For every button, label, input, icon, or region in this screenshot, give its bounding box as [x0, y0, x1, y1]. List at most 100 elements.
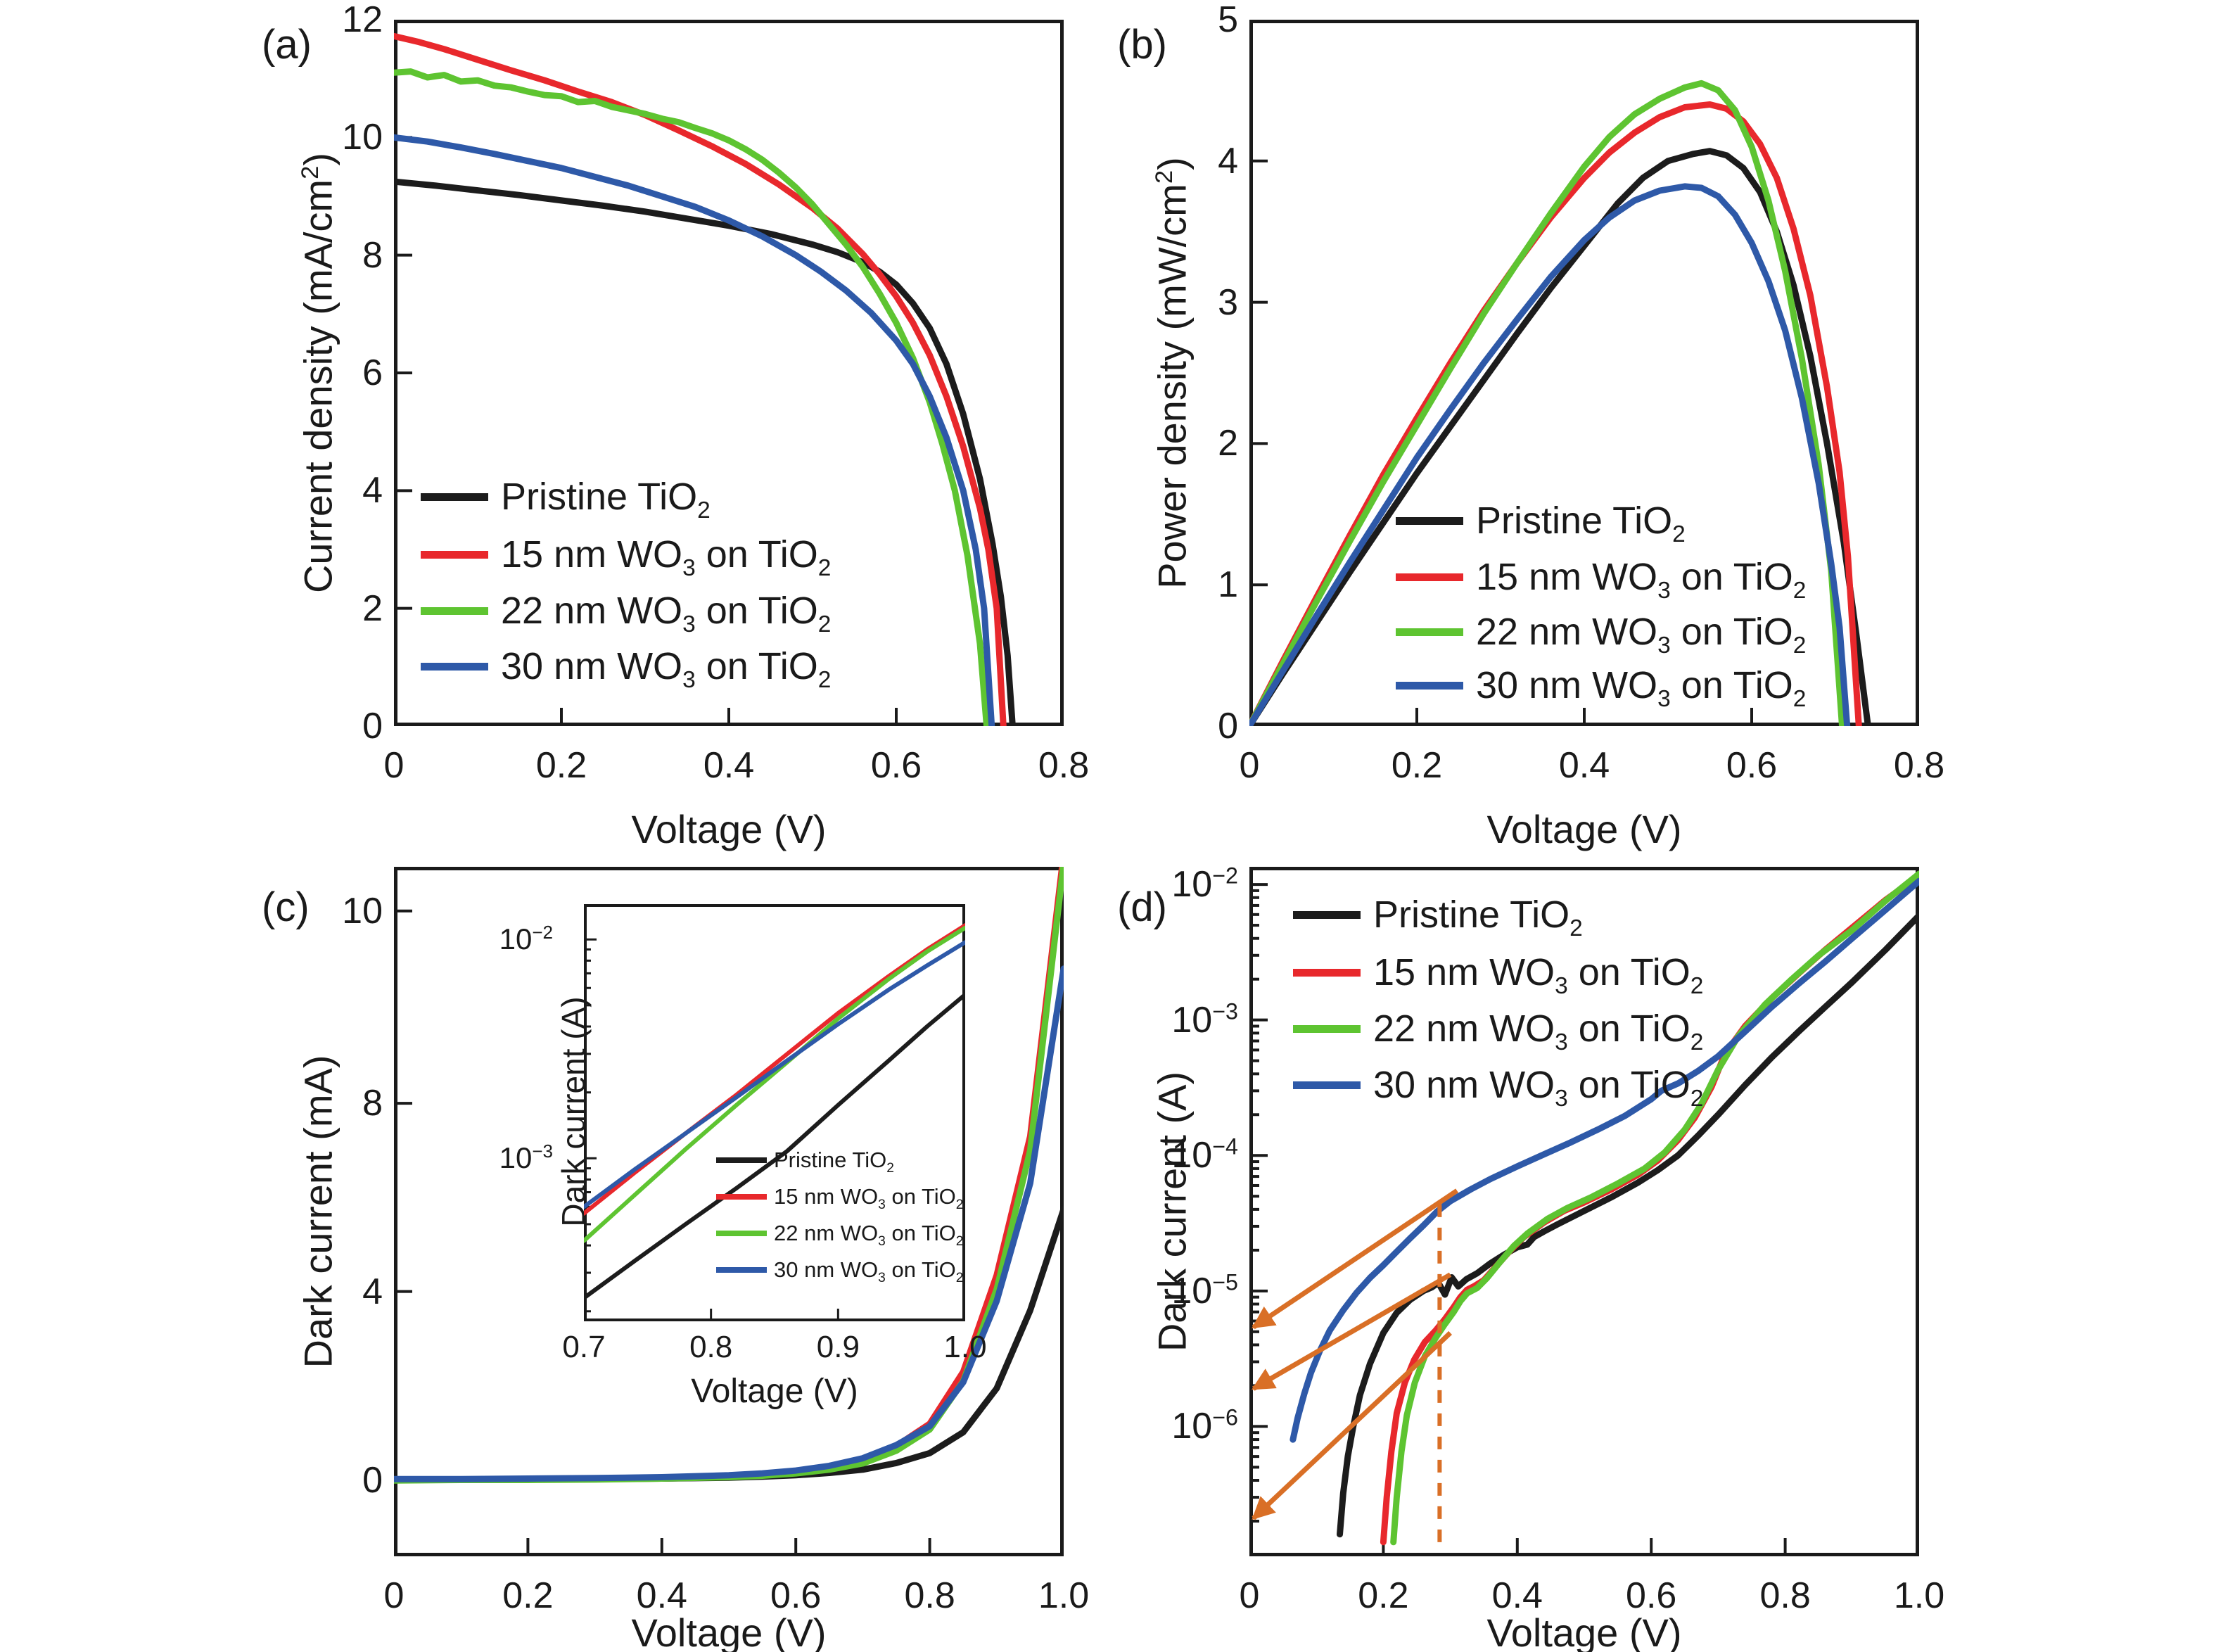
tangent-arrow — [1251, 1272, 1452, 1391]
tick-label-x: 0.2 — [502, 1575, 554, 1616]
legend-swatch-green — [1396, 628, 1463, 636]
legend-label: Pristine TiO2 — [1476, 500, 1686, 547]
legend-swatch-black — [421, 493, 488, 501]
tick-label-y: 2 — [362, 587, 383, 629]
tick-label-y: 8 — [362, 234, 383, 276]
legend-label: 30 nm WO3 on TiO2 — [774, 1257, 964, 1286]
legend-swatch-green — [716, 1231, 767, 1236]
curve-black — [394, 178, 1016, 726]
tick-label-x: 0.4 — [703, 745, 755, 786]
legend-swatch-blue — [421, 662, 488, 671]
tick-label-x: 0.4 — [636, 1575, 687, 1616]
panel-b-label: (b) — [1117, 22, 1167, 68]
legend-label: 15 nm WO3 on TiO2 — [1373, 951, 1704, 999]
tick-label-x: 0.2 — [535, 745, 587, 786]
panel-b-y-axis-title: Power density (mW/cm2) — [1150, 157, 1195, 589]
tick-label-x: 0 — [1239, 745, 1260, 786]
curve-blue — [394, 134, 995, 726]
tangent-arrow — [1252, 1188, 1459, 1330]
tick-label-y: 4 — [362, 1271, 383, 1312]
panel-d-label: (d) — [1117, 884, 1167, 930]
panel-c-label: (c) — [262, 884, 310, 930]
tick-label-x: 0.4 — [1558, 745, 1610, 786]
tick-label-x: 1.0 — [1893, 1575, 1945, 1616]
tick-label-x: 0 — [383, 745, 405, 786]
panel-c-inset-x-axis-title: Voltage (V) — [691, 1373, 858, 1410]
legend-label: Pristine TiO2 — [1373, 894, 1583, 941]
panel-b-x-axis-title: Voltage (V) — [1486, 807, 1682, 851]
panel-b-plot — [1249, 20, 1919, 726]
legend-label: 22 nm WO3 on TiO2 — [1373, 1008, 1704, 1055]
plot-frame — [584, 904, 965, 1321]
legend-swatch-blue — [1293, 1081, 1361, 1089]
tick-label-y: 1 — [1218, 564, 1238, 606]
tick-label-y: 0 — [362, 706, 383, 746]
tick-label-x: 1.0 — [943, 1330, 987, 1364]
panel-a-x-axis-title: Voltage (V) — [631, 807, 827, 851]
curve-black — [584, 992, 965, 1300]
panel-a-plot — [394, 20, 1064, 726]
panel-a-label: (a) — [262, 22, 312, 68]
tick-label-x: 0.7 — [562, 1330, 606, 1364]
legend-label: 15 nm WO3 on TiO2 — [501, 533, 832, 581]
tick-label-y: 10 — [342, 117, 383, 158]
curve-green — [394, 68, 990, 726]
tick-label-x: 0.2 — [1358, 1575, 1409, 1616]
legend-swatch-green — [1293, 1024, 1361, 1033]
tick-label-y: 4 — [1218, 140, 1238, 182]
tick-label-y: 2 — [1218, 423, 1238, 464]
tick-label-y: 4 — [362, 470, 383, 512]
legend-swatch-green — [421, 606, 488, 615]
tangent-arrow — [1252, 1330, 1452, 1520]
legend-label: 22 nm WO3 on TiO2 — [1476, 611, 1807, 659]
legend-swatch-red — [421, 550, 488, 559]
tick-label-y: 10−2 — [1171, 863, 1238, 906]
panel-c_inset-plot — [584, 904, 965, 1321]
tick-label-x: 0.8 — [1759, 1575, 1811, 1616]
legend-label: 15 nm WO3 on TiO2 — [774, 1184, 964, 1213]
panel-d-x-axis-title: Voltage (V) — [1486, 1610, 1682, 1652]
tick-label-y: 10−5 — [1171, 1269, 1238, 1311]
legend-label: 15 nm WO3 on TiO2 — [1476, 556, 1807, 604]
tick-label-y: 10−3 — [1171, 998, 1238, 1041]
curve-blue — [1290, 877, 1919, 1443]
tick-label-y: 3 — [1218, 281, 1238, 323]
tick-label-y: 10−6 — [1171, 1405, 1238, 1447]
tick-label-x: 0.9 — [816, 1330, 860, 1364]
axis-ticks — [1249, 20, 1919, 726]
tick-label-y: 5 — [1218, 0, 1238, 40]
curve-blue — [394, 965, 1064, 1482]
tick-label-x: 0.8 — [1038, 745, 1090, 786]
legend-swatch-red — [1293, 968, 1361, 977]
curve-blue — [584, 940, 965, 1209]
tick-label-y: 10−3 — [499, 1140, 553, 1175]
curve-black — [1249, 148, 1871, 726]
curve-red — [394, 32, 1007, 726]
tick-label-x: 0.6 — [1626, 1575, 1677, 1616]
panel-c-plot — [394, 867, 1064, 1556]
legend-label: 22 nm WO3 on TiO2 — [774, 1221, 964, 1250]
legend-swatch-black — [1293, 910, 1361, 919]
legend-swatch-red — [1396, 573, 1463, 581]
tick-label-y: 10 — [342, 890, 383, 932]
tick-label-x: 0.4 — [1491, 1575, 1543, 1616]
tick-label-x: 0.6 — [870, 745, 922, 786]
legend-swatch-red — [716, 1194, 767, 1200]
legend-label: 30 nm WO3 on TiO2 — [501, 645, 832, 693]
tick-label-y: 10−4 — [1171, 1133, 1238, 1176]
legend-label: 30 nm WO3 on TiO2 — [1476, 664, 1807, 712]
tick-label-y: 12 — [342, 0, 383, 40]
curve-red — [1249, 101, 1862, 726]
curve-blue — [1249, 183, 1851, 726]
legend-swatch-black — [1396, 516, 1463, 525]
tick-label-y: 0 — [1218, 706, 1238, 746]
panel-d-plot — [1249, 867, 1919, 1556]
tick-label-x: 0.6 — [770, 1575, 822, 1616]
tick-label-x: 0 — [383, 1575, 405, 1616]
legend-label: Pristine TiO2 — [774, 1148, 894, 1176]
tick-label-x: 0.8 — [904, 1575, 955, 1616]
curve-green — [1249, 80, 1845, 726]
panel-c-x-axis-title: Voltage (V) — [631, 1610, 827, 1652]
legend-swatch-blue — [716, 1267, 767, 1273]
